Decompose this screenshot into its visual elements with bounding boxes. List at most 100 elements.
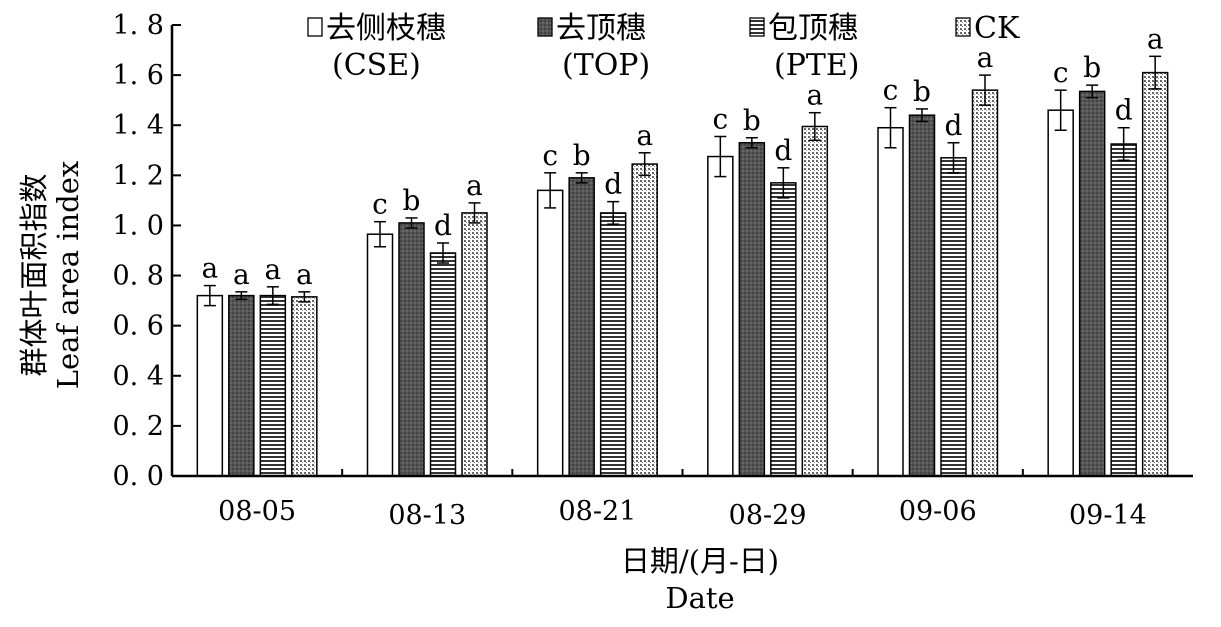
y-tick-label: 1. 4 [112, 110, 164, 141]
bar [738, 142, 766, 477]
y-tick-label: 1. 6 [112, 60, 164, 91]
error-bar [298, 291, 311, 303]
error-bar [638, 152, 651, 177]
error-bar [405, 217, 418, 229]
significance-label: a [296, 258, 313, 291]
bar [908, 114, 936, 477]
significance-label: c [1053, 56, 1069, 89]
bar [971, 89, 999, 477]
significance-label: c [712, 102, 728, 135]
significance-label: c [883, 74, 899, 107]
error-bar [1054, 89, 1067, 131]
bar [1047, 109, 1074, 477]
error-bar [468, 202, 481, 224]
significance-label: d [945, 109, 963, 142]
error-bar [1117, 126, 1130, 162]
y-axis-title-en: Leaf area index [51, 161, 85, 390]
bar [770, 182, 797, 477]
legend-swatch [307, 17, 323, 37]
y-tick-label: 0. 6 [112, 311, 164, 342]
x-axis-title-en: Date [665, 581, 734, 615]
significance-label: d [1115, 94, 1133, 127]
legend-label: 包顶穗 [768, 11, 858, 46]
significance-label: a [201, 252, 218, 285]
significance-label: a [264, 253, 281, 286]
y-axis-title: 群体叶面积指数 [17, 173, 51, 376]
bar [940, 157, 967, 477]
error-bar [544, 172, 557, 209]
y-tick-label: 1. 2 [112, 160, 164, 191]
legend-swatch [955, 17, 971, 37]
y-tick-label: 0. 2 [112, 411, 164, 442]
error-bar [884, 106, 897, 149]
legend-label-en: (CSE) [332, 48, 421, 83]
error-bar [979, 74, 991, 106]
bar [259, 294, 287, 477]
y-tick-label: 0. 8 [112, 261, 164, 292]
significance-label: b [573, 139, 591, 172]
bar [631, 163, 658, 477]
bar [1141, 71, 1169, 477]
legend-swatch [537, 17, 553, 37]
y-tick-label: 1. 0 [112, 210, 164, 241]
bar [801, 125, 829, 477]
bar [599, 212, 627, 477]
x-tick-label: 08-05 [218, 496, 296, 527]
error-bar [203, 284, 216, 307]
error-bar [1086, 84, 1099, 99]
bar [1110, 143, 1137, 477]
error-bar [607, 200, 620, 225]
legend-swatch [749, 17, 765, 37]
legend: 去侧枝穗(CSE) 去顶穗(TOP) 包顶穗(PTE) CK [307, 11, 1020, 83]
significance-label: a [466, 169, 483, 202]
x-tick-label: 09-06 [899, 496, 977, 527]
error-bar [235, 291, 248, 301]
error-bar [1149, 55, 1162, 90]
x-axis-title: 日期/(月-日) [621, 544, 779, 578]
legend-label: 去顶穗 [556, 11, 646, 46]
bar [877, 126, 904, 477]
y-tick-label: 0. 0 [112, 461, 164, 492]
bar [1078, 90, 1106, 477]
legend-label: 去侧枝穗 [326, 11, 446, 46]
bar [398, 222, 425, 477]
error-bar [745, 137, 758, 149]
significance-label: d [434, 209, 452, 242]
error-bar [266, 286, 279, 306]
x-tick-label: 08-29 [729, 500, 807, 531]
bar [228, 294, 255, 477]
significance-label: c [542, 139, 558, 172]
error-bar [575, 172, 588, 184]
error-bar [714, 135, 727, 178]
significance-label: b [403, 184, 421, 217]
significance-label: d [774, 134, 792, 167]
x-tick-label: 09-14 [1069, 500, 1147, 531]
error-bar [808, 111, 821, 142]
error-bar [947, 142, 960, 174]
y-tick-label: 1. 8 [112, 10, 164, 41]
error-bar [777, 167, 790, 199]
bar [461, 212, 488, 477]
x-tick-label: 08-21 [558, 496, 636, 527]
y-tick-label: 0. 4 [112, 361, 164, 392]
bar [568, 177, 595, 477]
bar [707, 155, 734, 477]
bar [291, 296, 318, 477]
x-tick-label: 08-13 [388, 500, 466, 531]
bar [429, 252, 457, 477]
significance-label: a [233, 258, 250, 291]
bar [536, 189, 564, 477]
significance-label: c [372, 188, 388, 221]
bar [196, 294, 224, 477]
error-bar [916, 108, 928, 123]
significance-label: a [636, 119, 653, 152]
significance-label: b [1083, 51, 1101, 84]
significance-label: a [806, 79, 823, 112]
significance-label: a [977, 41, 994, 74]
error-bar [437, 242, 449, 264]
legend-label-en: (PTE) [774, 48, 860, 83]
significance-label: b [913, 75, 931, 108]
significance-label: a [1147, 22, 1164, 55]
